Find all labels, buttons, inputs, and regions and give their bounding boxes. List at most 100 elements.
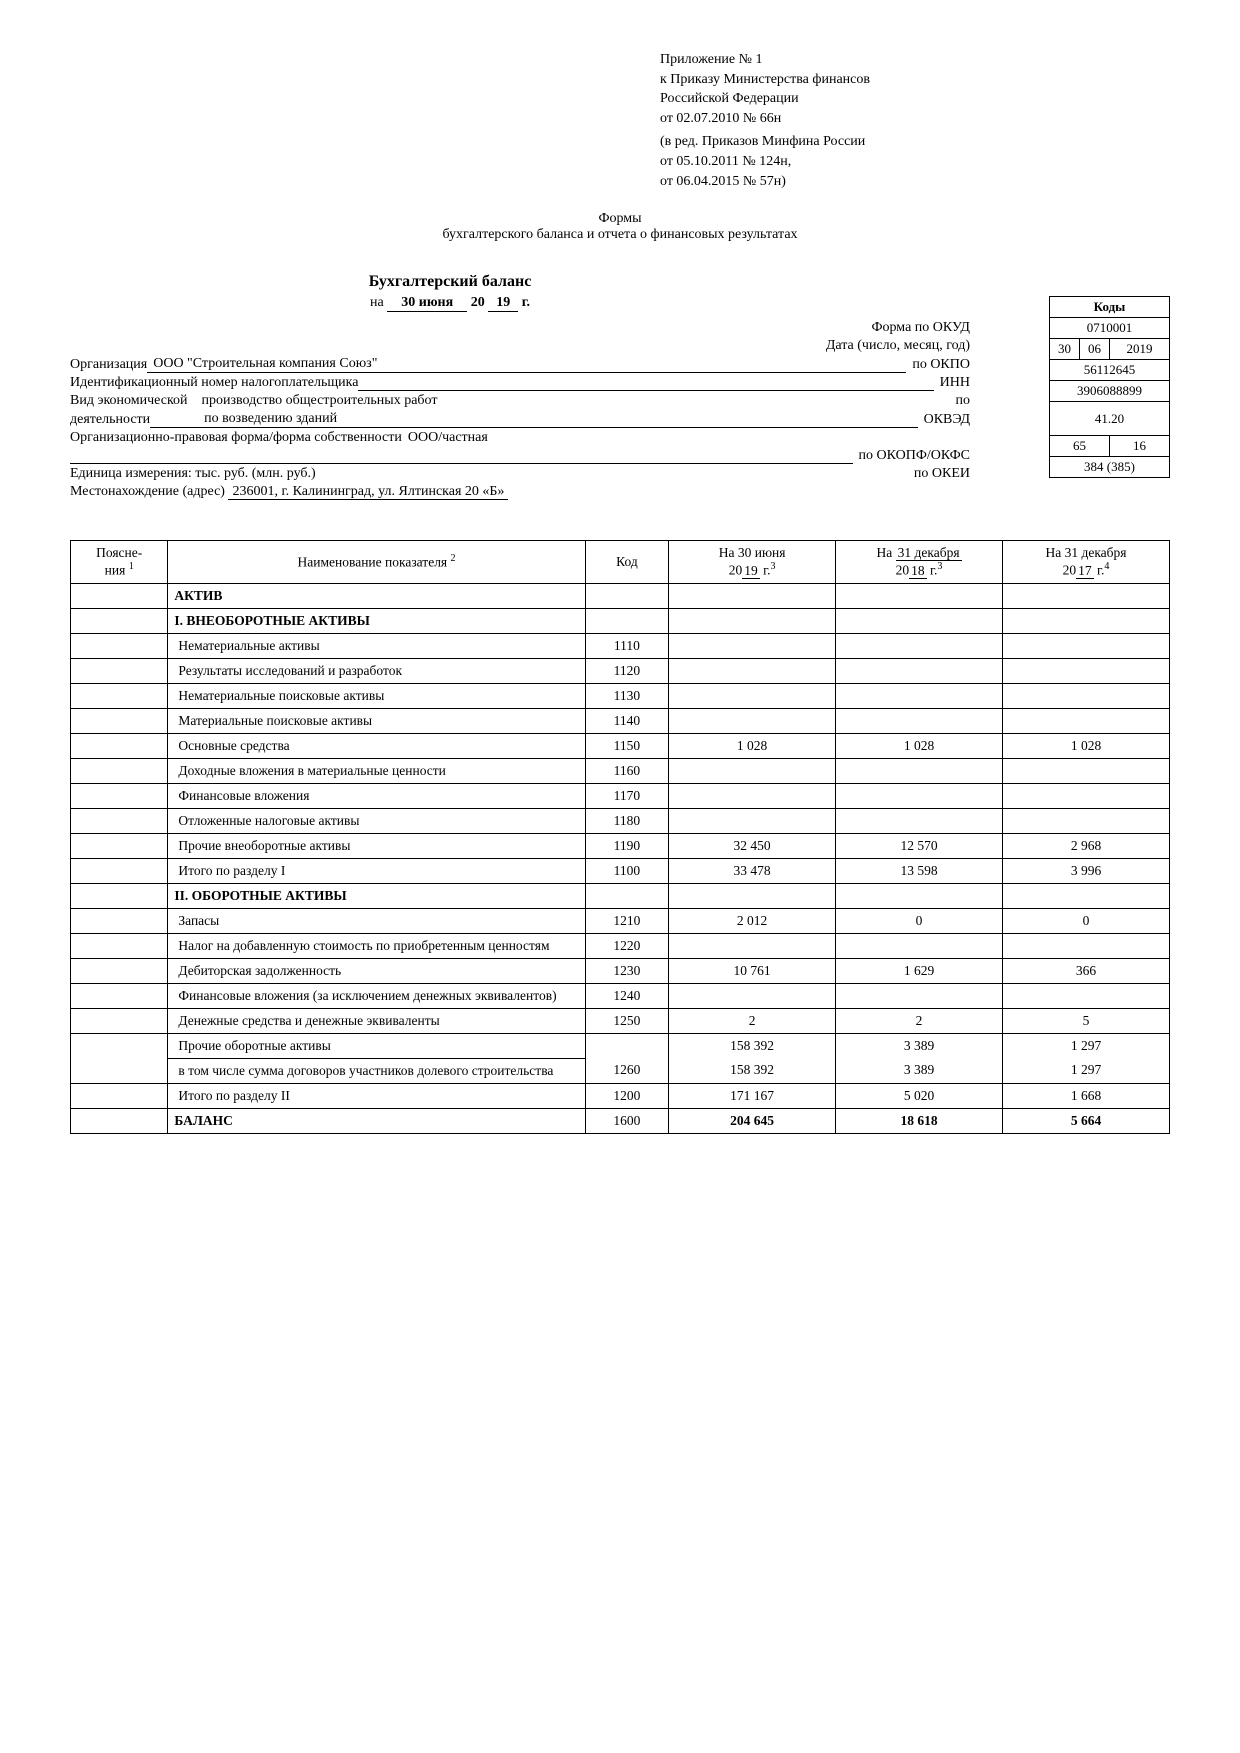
cell-code: 1120 xyxy=(585,658,668,683)
cell-v3: 1 028 xyxy=(1003,733,1170,758)
date-year-suffix: 19 xyxy=(488,295,518,312)
activity-label1: Вид экономической xyxy=(70,393,188,409)
cell-v3 xyxy=(1003,608,1170,633)
inn-fill xyxy=(358,390,933,391)
okei-code: 384 (385) xyxy=(1050,457,1170,478)
cell-v1: 171 167 xyxy=(669,1083,836,1108)
cell-name: Денежные средства и денежные эквиваленты xyxy=(168,1008,585,1033)
cell-v1 xyxy=(669,758,836,783)
table-row: Финансовые вложения1170 xyxy=(71,783,1170,808)
table-row: I. ВНЕОБОРОТНЫЕ АКТИВЫ xyxy=(71,608,1170,633)
cell-v3: 2 968 xyxy=(1003,833,1170,858)
cell-v2: 12 570 xyxy=(836,833,1003,858)
appendix-line: (в ред. Приказов Минфина России xyxy=(660,132,1170,152)
cell-v3 xyxy=(1003,808,1170,833)
cell-code: 1140 xyxy=(585,708,668,733)
cell-v3 xyxy=(1003,783,1170,808)
document-title: Формы бухгалтерского баланса и отчета о … xyxy=(70,211,1170,243)
date-month-num: 06 xyxy=(1080,339,1110,360)
okud-label: Форма по ОКУД xyxy=(865,320,970,336)
cell-code: 1150 xyxy=(585,733,668,758)
cell-v2: 1 028 xyxy=(836,733,1003,758)
table-row: Прочие внеоборотные активы119032 45012 5… xyxy=(71,833,1170,858)
table-row: АКТИВ xyxy=(71,583,1170,608)
table-row: Отложенные налоговые активы1180 xyxy=(71,808,1170,833)
cell-code xyxy=(585,608,668,633)
cell-v1 xyxy=(669,633,836,658)
cell-v2: 3 389 xyxy=(836,1058,1003,1083)
table-row: Денежные средства и денежные эквиваленты… xyxy=(71,1008,1170,1033)
cell-name: Финансовые вложения (за исключением дене… xyxy=(168,983,585,1008)
appendix-line: от 02.07.2010 № 66н xyxy=(660,109,1170,129)
table-row: Итого по разделу I110033 47813 5983 996 xyxy=(71,858,1170,883)
cell-note xyxy=(71,983,168,1008)
table-row: Итого по разделу II1200171 1675 0201 668 xyxy=(71,1083,1170,1108)
cell-v3 xyxy=(1003,933,1170,958)
cell-name: II. ОБОРОТНЫЕ АКТИВЫ xyxy=(168,883,585,908)
cell-v2 xyxy=(836,658,1003,683)
date-day: 30 xyxy=(1050,339,1080,360)
cell-v3: 3 996 xyxy=(1003,858,1170,883)
cell-v3: 0 xyxy=(1003,908,1170,933)
cell-v1 xyxy=(669,658,836,683)
cell-note xyxy=(71,858,168,883)
cell-v1 xyxy=(669,983,836,1008)
activity-value2: по возведению зданий xyxy=(150,411,917,428)
cell-note xyxy=(71,608,168,633)
cell-code xyxy=(585,1033,668,1058)
cell-note xyxy=(71,583,168,608)
cell-name: Дебиторская задолженность xyxy=(168,958,585,983)
cell-v3: 5 xyxy=(1003,1008,1170,1033)
codes-box: Коды 0710001 30 06 2019 56112645 3906088… xyxy=(1049,296,1170,478)
okud-code: 0710001 xyxy=(1050,318,1170,339)
title-line: Формы xyxy=(70,211,1170,227)
cell-name: БАЛАНС xyxy=(168,1108,585,1133)
cell-note xyxy=(71,658,168,683)
cell-v2 xyxy=(836,683,1003,708)
cell-name: Материальные поисковые активы xyxy=(168,708,585,733)
cell-v3: 1 297 xyxy=(1003,1033,1170,1058)
cell-v2 xyxy=(836,783,1003,808)
opf-label: Организационно-правовая форма/форма собс… xyxy=(70,430,402,446)
cell-name: Нематериальные активы xyxy=(168,633,585,658)
cell-v1: 2 012 xyxy=(669,908,836,933)
table-row: Материальные поисковые активы1140 xyxy=(71,708,1170,733)
cell-name: Итого по разделу II xyxy=(168,1083,585,1108)
cell-code xyxy=(585,883,668,908)
table-row: II. ОБОРОТНЫЕ АКТИВЫ xyxy=(71,883,1170,908)
table-row: Налог на добавленную стоимость по приобр… xyxy=(71,933,1170,958)
cell-v3: 366 xyxy=(1003,958,1170,983)
cell-name: Финансовые вложения xyxy=(168,783,585,808)
cell-v3 xyxy=(1003,883,1170,908)
cell-code: 1130 xyxy=(585,683,668,708)
cell-v2: 13 598 xyxy=(836,858,1003,883)
cell-note xyxy=(71,1033,168,1058)
cell-v3 xyxy=(1003,758,1170,783)
cell-name: Налог на добавленную стоимость по приобр… xyxy=(168,933,585,958)
table-row: Нематериальные поисковые активы1130 xyxy=(71,683,1170,708)
cell-v3 xyxy=(1003,633,1170,658)
cell-note xyxy=(71,1083,168,1108)
cell-code: 1600 xyxy=(585,1108,668,1133)
cell-v2: 2 xyxy=(836,1008,1003,1033)
cell-v3: 5 664 xyxy=(1003,1108,1170,1133)
date-label: Дата (число, месяц, год) xyxy=(820,338,970,354)
th-col1: На 30 июня 2019 г.3 xyxy=(669,541,836,584)
cell-note xyxy=(71,808,168,833)
table-row: Запасы12102 01200 xyxy=(71,908,1170,933)
okopf-code: 65 xyxy=(1050,436,1110,457)
cell-code: 1180 xyxy=(585,808,668,833)
cell-v1 xyxy=(669,708,836,733)
cell-name: в том числе сумма договоров участников д… xyxy=(168,1058,585,1083)
title-line: бухгалтерского баланса и отчета о финанс… xyxy=(70,227,1170,243)
cell-code: 1250 xyxy=(585,1008,668,1033)
table-row: Прочие оборотные активы158 3923 3891 297 xyxy=(71,1033,1170,1058)
cell-v2 xyxy=(836,608,1003,633)
cell-v2: 0 xyxy=(836,908,1003,933)
th-name: Наименование показателя 2 xyxy=(168,541,585,584)
cell-note xyxy=(71,1108,168,1133)
inn-right: ИНН xyxy=(934,375,970,391)
table-row: Финансовые вложения (за исключением дене… xyxy=(71,983,1170,1008)
cell-v2 xyxy=(836,633,1003,658)
okei-label: по ОКЕИ xyxy=(908,466,970,482)
